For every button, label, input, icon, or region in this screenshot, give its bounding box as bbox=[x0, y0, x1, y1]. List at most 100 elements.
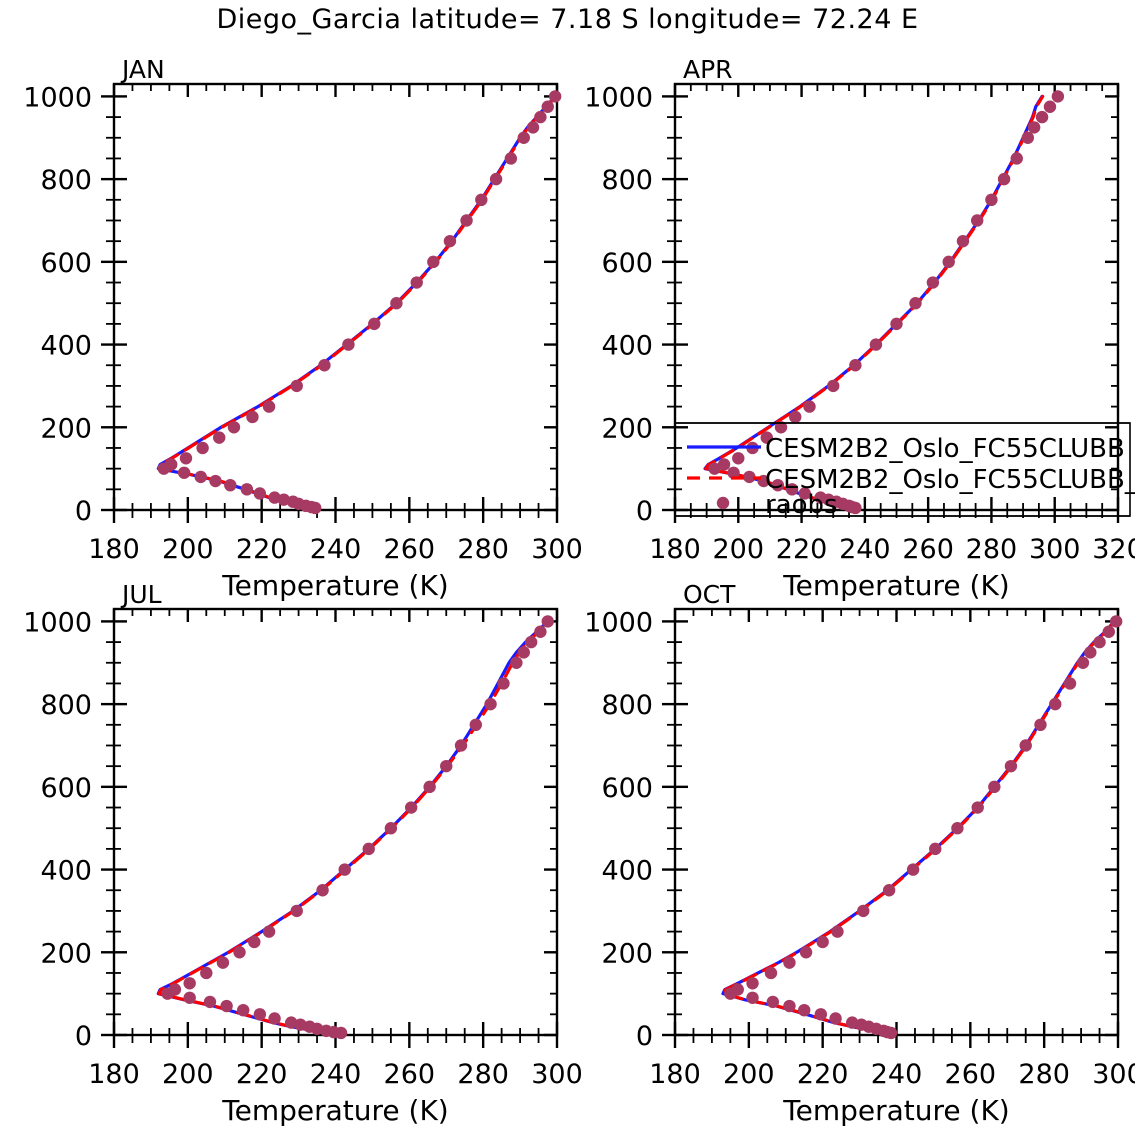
panel-label-oct: OCT bbox=[683, 580, 736, 609]
raob-point bbox=[237, 1003, 250, 1017]
series-line-clubb-betc bbox=[722, 619, 1117, 1036]
y-tick-label: 0 bbox=[636, 496, 653, 527]
raob-point bbox=[194, 470, 207, 484]
raob-point bbox=[956, 234, 970, 248]
raob-point bbox=[708, 462, 721, 475]
raob-point bbox=[929, 842, 942, 856]
raob-point bbox=[814, 491, 827, 504]
y-tick-label: 400 bbox=[601, 856, 653, 887]
legend-swatch-dot bbox=[716, 496, 730, 510]
y-tick-label: 200 bbox=[601, 413, 653, 444]
raob-point bbox=[183, 991, 196, 1004]
observation-markers bbox=[708, 90, 1065, 515]
x-tick-label: 200 bbox=[713, 534, 765, 565]
x-tick-label: 260 bbox=[902, 534, 954, 565]
raob-point bbox=[368, 317, 381, 331]
raob-point bbox=[168, 983, 182, 996]
raob-point bbox=[857, 904, 870, 918]
raob-point bbox=[882, 884, 896, 897]
y-tick-label: 600 bbox=[601, 773, 653, 804]
raob-point bbox=[827, 379, 840, 393]
raob-point bbox=[285, 1016, 298, 1029]
x-tick-label: 280 bbox=[966, 534, 1018, 565]
figure-title-wrap: Diego_Garcia latitude= 7.18 S longitude=… bbox=[0, 4, 1135, 35]
raob-point bbox=[303, 1020, 316, 1033]
raob-point bbox=[384, 822, 398, 835]
x-axis-label: Temperature (K) bbox=[221, 569, 448, 602]
raob-point bbox=[294, 1018, 307, 1031]
raob-point bbox=[1021, 131, 1035, 144]
raob-point bbox=[342, 338, 355, 351]
x-tick-label: 280 bbox=[457, 534, 509, 565]
raob-point bbox=[717, 458, 731, 471]
raob-point bbox=[489, 172, 503, 186]
raob-point bbox=[203, 995, 217, 1009]
raob-point bbox=[890, 317, 903, 331]
raob-point bbox=[524, 635, 538, 649]
raob-point bbox=[771, 478, 785, 492]
raob-point bbox=[816, 935, 829, 949]
series-line-clubb-betc bbox=[157, 94, 558, 511]
y-tick-label: 200 bbox=[40, 938, 92, 969]
raob-point bbox=[196, 441, 209, 455]
raob-point bbox=[517, 131, 530, 144]
raob-point bbox=[926, 276, 940, 289]
x-tick-label: 200 bbox=[162, 1059, 214, 1090]
y-tick-label: 800 bbox=[40, 690, 92, 721]
series-line-clubb bbox=[156, 619, 550, 1036]
raob-point bbox=[783, 999, 796, 1013]
legend-label-clubb: CESM2B2_Oslo_FC55CLUBB bbox=[765, 434, 1125, 464]
panel-oct: 180 200 220 240 260 280 300 Temperature (K) 0 200… bbox=[584, 580, 1135, 1127]
plot-frame-jan bbox=[112, 82, 559, 512]
raob-point bbox=[760, 431, 773, 444]
raob-point bbox=[814, 1008, 828, 1021]
raob-point bbox=[1043, 100, 1057, 113]
y-tick-label: 0 bbox=[75, 1021, 92, 1052]
raob-point bbox=[316, 884, 329, 897]
y-tick-label: 600 bbox=[40, 773, 92, 804]
raob-point bbox=[262, 925, 276, 938]
raob-point bbox=[985, 193, 998, 207]
x-tick-label: 220 bbox=[236, 1059, 288, 1090]
x-tick-label: 240 bbox=[310, 1059, 362, 1090]
y-tick-label: 800 bbox=[601, 690, 653, 721]
raob-point bbox=[1027, 121, 1041, 134]
raob-point bbox=[1051, 90, 1065, 103]
raob-point bbox=[227, 421, 241, 434]
raob-point bbox=[177, 466, 191, 479]
raob-point bbox=[799, 946, 813, 959]
panel-label-jul: JUL bbox=[120, 580, 162, 609]
raob-point bbox=[290, 904, 303, 918]
legend-label-clubb-betc: CESM2B2_Oslo_FC55CLUBB_betc bbox=[765, 465, 1135, 495]
page-title: Diego_Garcia latitude= 7.18 S longitude=… bbox=[216, 4, 919, 35]
raob-point bbox=[855, 1018, 868, 1031]
raob-point bbox=[183, 977, 196, 990]
raob-point bbox=[970, 214, 984, 227]
raob-point bbox=[997, 172, 1011, 186]
x-tick-label: 180 bbox=[649, 534, 701, 565]
x-tick-label: 260 bbox=[384, 534, 436, 565]
y-tick-label: 200 bbox=[601, 938, 653, 969]
y-tick-label: 1000 bbox=[584, 607, 653, 638]
raob-point bbox=[541, 100, 554, 113]
raob-point bbox=[1034, 718, 1047, 732]
plot-frame-oct bbox=[673, 607, 1120, 1037]
raob-point bbox=[1035, 110, 1049, 124]
legend: CESM2B2_Oslo_FC55CLUBBCESM2B2_Oslo_FC55C… bbox=[674, 422, 1135, 520]
y-tick-label: 1000 bbox=[23, 607, 92, 638]
raob-point bbox=[909, 297, 922, 310]
y-tick-label: 800 bbox=[40, 165, 92, 196]
raob-point bbox=[798, 1003, 811, 1017]
raob-point bbox=[443, 234, 457, 248]
raob-point bbox=[846, 1016, 859, 1029]
raob-point bbox=[951, 822, 964, 835]
raob-point bbox=[233, 946, 246, 959]
y-tick-label: 400 bbox=[40, 331, 92, 362]
raob-point bbox=[548, 90, 562, 103]
raob-point bbox=[869, 338, 883, 351]
raob-point bbox=[764, 966, 778, 980]
raob-point bbox=[253, 1008, 267, 1021]
x-tick-label: 320 bbox=[1092, 534, 1135, 565]
y-tick-label: 600 bbox=[40, 248, 92, 279]
raob-point bbox=[517, 646, 530, 659]
